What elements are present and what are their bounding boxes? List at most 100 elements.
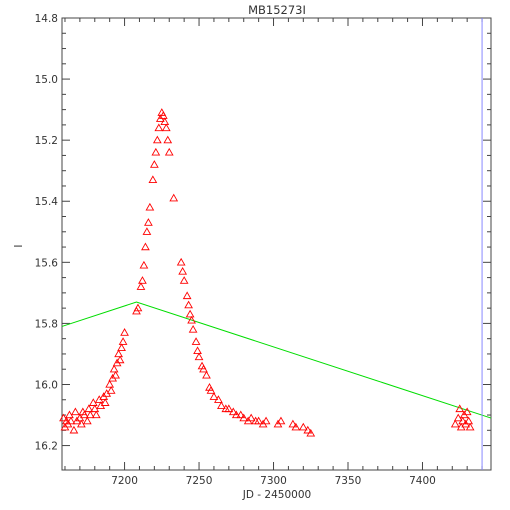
data-marks	[59, 108, 475, 437]
data-point	[254, 416, 264, 425]
data-point	[139, 260, 149, 269]
data-point	[214, 395, 223, 403]
data-point	[193, 346, 202, 355]
data-point	[138, 276, 147, 284]
data-point	[71, 407, 80, 416]
data-point	[231, 410, 241, 419]
x-tick-label: 7200	[111, 475, 138, 487]
x-tick-label: 7250	[186, 475, 213, 487]
data-point	[464, 416, 474, 425]
data-point	[291, 422, 301, 431]
data-point	[79, 410, 89, 419]
chart-title: MB15273I	[248, 3, 306, 17]
data-point	[239, 413, 249, 422]
y-tick-label: 14.8	[35, 13, 58, 25]
y-axis-label: I	[13, 244, 25, 247]
data-point	[148, 175, 158, 184]
data-point	[90, 404, 100, 413]
data-point	[111, 370, 121, 379]
data-point	[136, 282, 146, 290]
data-point	[161, 123, 171, 132]
data-point	[163, 135, 173, 144]
x-tick-label: 7400	[409, 475, 436, 487]
data-point	[458, 416, 468, 425]
data-point	[88, 398, 98, 406]
data-point	[66, 416, 76, 425]
data-point	[160, 117, 170, 125]
data-point	[217, 401, 226, 410]
data-point	[149, 160, 159, 168]
data-point	[142, 227, 152, 235]
data-point	[276, 416, 286, 425]
x-tick-label: 7350	[335, 475, 362, 487]
data-point	[114, 349, 123, 358]
data-point	[202, 370, 211, 379]
data-point	[105, 379, 115, 388]
data-point	[185, 309, 195, 318]
data-point	[106, 386, 116, 394]
x-tick-label: 7300	[260, 475, 287, 487]
data-point	[184, 300, 193, 309]
data-point	[85, 410, 95, 419]
data-point	[117, 343, 126, 351]
data-point	[65, 410, 74, 419]
y-tick-label: 16.2	[35, 441, 58, 453]
y-tick-label: 15.6	[35, 257, 59, 269]
x-axis-label: JD - 2450000	[242, 489, 311, 501]
data-point	[100, 398, 110, 406]
data-point	[145, 202, 155, 211]
green-line	[61, 301, 492, 419]
data-point	[84, 404, 94, 413]
data-point	[450, 419, 460, 428]
y-tick-label: 16.0	[35, 379, 58, 391]
data-point	[169, 193, 179, 202]
data-point	[182, 291, 192, 300]
data-point	[246, 413, 256, 422]
data-point	[120, 328, 129, 336]
data-point	[199, 364, 208, 373]
data-point	[141, 242, 150, 251]
data-point	[462, 407, 472, 416]
data-point	[82, 416, 92, 425]
data-point	[261, 416, 271, 425]
data-point	[115, 355, 125, 364]
data-point	[465, 422, 475, 431]
y-tick-label: 15.4	[35, 196, 59, 208]
data-point	[178, 266, 188, 275]
data-point	[191, 337, 201, 345]
data-point	[164, 147, 174, 156]
data-point	[152, 135, 162, 144]
data-point	[91, 410, 101, 419]
data-point	[176, 257, 186, 266]
data-point	[224, 404, 234, 413]
data-point	[76, 419, 86, 428]
data-point	[206, 386, 216, 394]
data-point	[306, 428, 316, 437]
plot-frame-group	[61, 17, 492, 471]
data-point	[236, 410, 246, 419]
data-point	[298, 422, 308, 431]
data-point	[154, 123, 164, 132]
data-point	[188, 325, 198, 333]
data-point	[118, 337, 128, 345]
green-series	[61, 301, 492, 419]
y-tick-label: 15.8	[35, 318, 58, 330]
data-point	[194, 352, 204, 361]
data-point	[187, 315, 196, 324]
data-point	[59, 413, 68, 422]
data-point	[453, 413, 463, 422]
data-point	[303, 425, 313, 434]
data-point	[133, 303, 143, 312]
data-point	[209, 392, 219, 400]
data-point	[158, 111, 168, 119]
data-point	[151, 147, 161, 156]
data-point	[288, 419, 298, 428]
data-point	[455, 404, 465, 413]
y-tick-label: 15.2	[35, 135, 58, 147]
data-point	[179, 276, 189, 284]
data-point	[144, 218, 153, 226]
data-point	[69, 425, 79, 434]
axis-ticks: 7200 7250 7300 7350 7400 14.8 15.0 15.2 15.4 15.6…	[35, 13, 491, 487]
data-point	[109, 364, 119, 373]
